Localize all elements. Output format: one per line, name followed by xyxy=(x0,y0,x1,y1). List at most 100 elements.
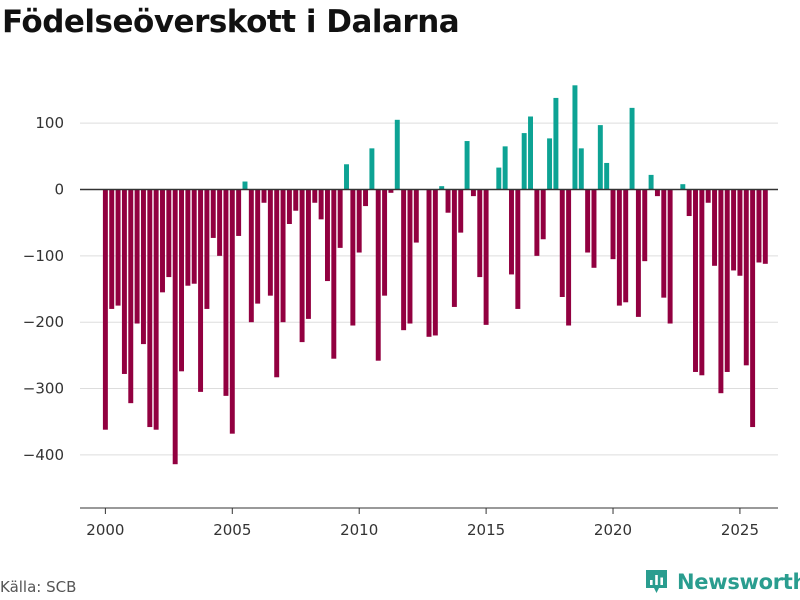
bar[interactable] xyxy=(597,125,603,190)
bar[interactable] xyxy=(762,189,768,264)
bar[interactable] xyxy=(547,138,553,190)
bar[interactable] xyxy=(604,162,610,190)
bar[interactable] xyxy=(369,148,375,190)
bar[interactable] xyxy=(756,189,762,263)
bar[interactable] xyxy=(280,189,286,323)
bar[interactable] xyxy=(572,85,578,190)
bar[interactable] xyxy=(356,189,362,253)
bar[interactable] xyxy=(661,189,667,298)
bar[interactable] xyxy=(217,189,223,256)
bar[interactable] xyxy=(312,189,318,203)
bar[interactable] xyxy=(344,164,349,190)
bar[interactable] xyxy=(166,189,172,278)
bar[interactable] xyxy=(629,107,635,190)
bar[interactable] xyxy=(724,189,730,372)
bar[interactable] xyxy=(534,189,540,256)
bar[interactable] xyxy=(642,189,648,262)
brand-logo[interactable]: Newsworthy xyxy=(644,569,800,594)
bar[interactable] xyxy=(699,189,705,376)
bar[interactable] xyxy=(648,174,654,190)
bar[interactable] xyxy=(198,189,204,392)
bar[interactable] xyxy=(413,189,419,243)
bar[interactable] xyxy=(350,189,356,326)
bar[interactable] xyxy=(426,189,432,337)
bar[interactable] xyxy=(394,119,400,190)
bar[interactable] xyxy=(458,189,464,233)
bar[interactable] xyxy=(470,189,476,197)
bar[interactable] xyxy=(121,189,127,374)
bar[interactable] xyxy=(445,189,451,213)
bar[interactable] xyxy=(115,189,121,306)
bar[interactable] xyxy=(705,189,711,203)
bar[interactable] xyxy=(712,189,718,266)
bar[interactable] xyxy=(331,189,337,359)
bar[interactable] xyxy=(185,189,191,286)
bar[interactable] xyxy=(299,189,305,343)
bar[interactable] xyxy=(693,189,698,372)
bar[interactable] xyxy=(407,189,413,324)
bar[interactable] xyxy=(160,189,165,293)
bar[interactable] xyxy=(267,189,273,296)
bar[interactable] xyxy=(521,133,527,190)
bar[interactable] xyxy=(388,189,394,193)
bar[interactable] xyxy=(248,189,254,323)
bar[interactable] xyxy=(667,189,673,324)
bar[interactable] xyxy=(242,181,248,190)
bar[interactable] xyxy=(102,189,108,430)
bar[interactable] xyxy=(515,189,521,309)
bar[interactable] xyxy=(680,184,686,190)
bar[interactable] xyxy=(540,189,546,240)
bar[interactable] xyxy=(147,189,153,428)
bar[interactable] xyxy=(337,189,343,248)
bar[interactable] xyxy=(559,189,565,297)
bar[interactable] xyxy=(566,189,572,326)
bar[interactable] xyxy=(439,186,445,190)
bar[interactable] xyxy=(654,189,660,197)
bar[interactable] xyxy=(210,189,216,238)
bar[interactable] xyxy=(375,189,381,361)
bar[interactable] xyxy=(204,189,210,309)
bar[interactable] xyxy=(635,189,641,317)
bar[interactable] xyxy=(731,189,737,271)
bar[interactable] xyxy=(750,189,756,428)
bar[interactable] xyxy=(432,189,438,336)
bar[interactable] xyxy=(528,116,533,190)
bar[interactable] xyxy=(191,189,197,284)
bar[interactable] xyxy=(134,189,140,324)
bar[interactable] xyxy=(610,189,616,260)
bar[interactable] xyxy=(591,189,597,268)
bar[interactable] xyxy=(585,189,591,253)
bar[interactable] xyxy=(737,189,743,276)
bar[interactable] xyxy=(509,189,514,275)
bar[interactable] xyxy=(261,189,267,203)
bar[interactable] xyxy=(140,189,146,345)
bar[interactable] xyxy=(229,189,235,434)
bar[interactable] xyxy=(172,189,178,465)
bar[interactable] xyxy=(743,189,749,366)
bar[interactable] xyxy=(553,97,559,190)
bar[interactable] xyxy=(718,189,724,394)
bar[interactable] xyxy=(363,189,369,207)
bar[interactable] xyxy=(502,146,508,190)
bar[interactable] xyxy=(223,189,229,396)
bar[interactable] xyxy=(623,189,629,303)
bar[interactable] xyxy=(401,189,407,331)
bar[interactable] xyxy=(286,189,292,224)
bar[interactable] xyxy=(236,189,242,236)
bar[interactable] xyxy=(153,189,159,430)
bar[interactable] xyxy=(496,167,502,190)
bar[interactable] xyxy=(325,189,330,282)
bar[interactable] xyxy=(109,189,115,309)
bar[interactable] xyxy=(305,189,311,319)
bar[interactable] xyxy=(382,189,388,296)
bar[interactable] xyxy=(179,189,184,372)
bar[interactable] xyxy=(686,189,692,217)
bar[interactable] xyxy=(483,189,489,325)
bar[interactable] xyxy=(451,189,457,307)
bar[interactable] xyxy=(293,189,299,211)
bar[interactable] xyxy=(318,189,324,220)
bar[interactable] xyxy=(464,141,470,190)
bar[interactable] xyxy=(255,189,261,304)
bar[interactable] xyxy=(274,189,280,378)
bar[interactable] xyxy=(128,189,134,404)
